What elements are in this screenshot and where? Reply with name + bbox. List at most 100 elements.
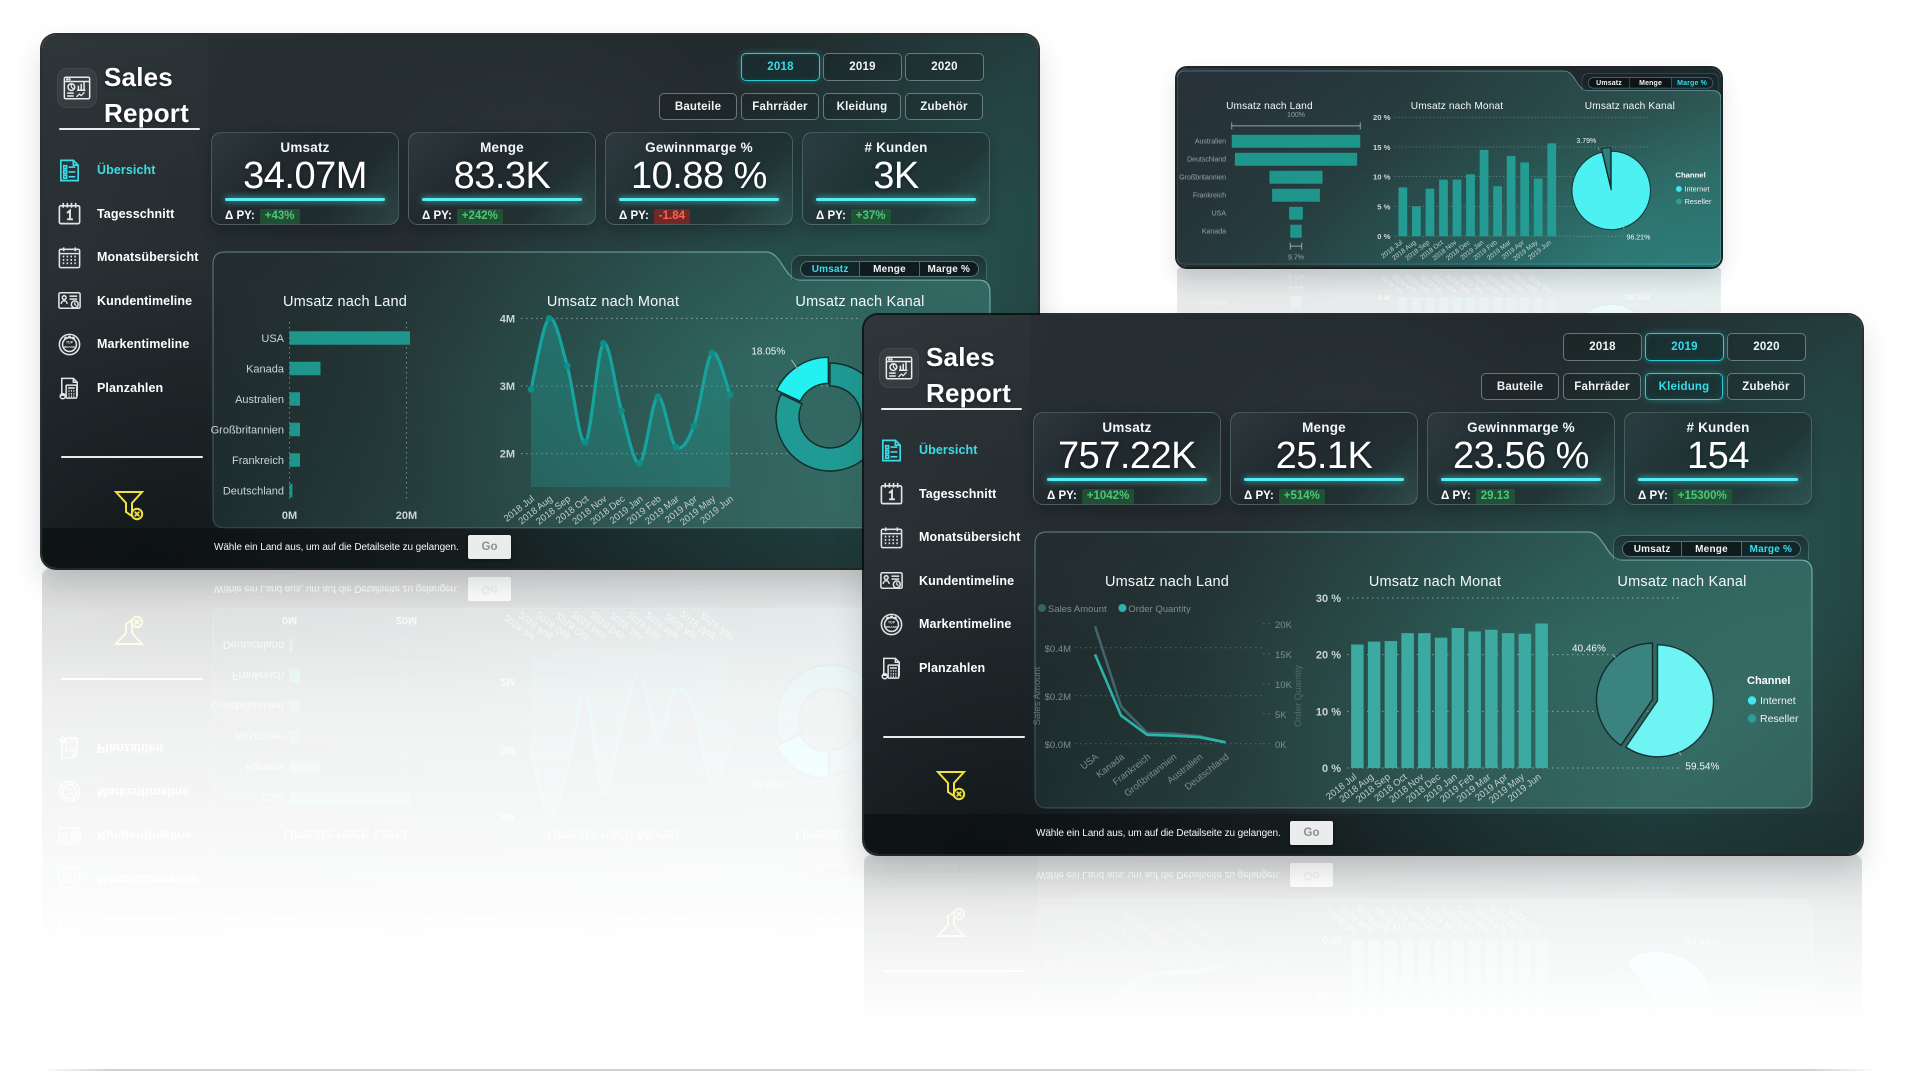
slice-internet[interactable] [775, 356, 829, 403]
sidebar-item-monats-bersicht[interactable]: Monatsübersicht [878, 520, 1028, 554]
sidebar-item-kundentimeline[interactable]: Kundentimeline [56, 284, 206, 318]
category-button-zubeh-r[interactable]: Zubehör [905, 93, 983, 120]
kpi-value: 25.1K [1275, 435, 1373, 477]
category-button-fahrr-der[interactable]: Fahrräder [1563, 373, 1641, 400]
category-button-fahrr-der[interactable]: Fahrräder [741, 93, 819, 120]
sidebar-item-markentimeline[interactable]: TOP BRAND Markentimeline [878, 607, 1028, 641]
slice-reseller[interactable] [1595, 642, 1654, 747]
chart-shape [890, 669, 897, 677]
sidebar-item-bersicht[interactable]: Übersicht [56, 153, 206, 187]
chart-donut[interactable]: Umsatz nach Kanal 18.05% [751, 294, 924, 472]
chart-label: 5 % [1377, 202, 1390, 211]
kpi-card-menge: Menge 83.3K Δ PY: +242% [408, 132, 596, 225]
sidebar-item-monats-bersicht[interactable]: Monatsübersicht [56, 240, 206, 274]
point-2018-oct [581, 438, 589, 446]
category-button-zubeh-r[interactable]: Zubehör [1727, 373, 1805, 400]
slice-label-internet: 96.21% [1627, 234, 1651, 241]
sidebar-item-planzahlen[interactable]: Planzahlen [56, 371, 206, 405]
sidebar-item-bersicht[interactable]: Übersicht [878, 433, 1028, 467]
chart-dot [893, 616, 897, 620]
category-button-bauteile[interactable]: Bauteile [1481, 373, 1559, 400]
chart-bar[interactable]: Umsatz nach Land 0M 20M USA Kanada Australien… [211, 294, 418, 522]
chart-label: 0M [282, 510, 297, 522]
slice-reseller[interactable] [1600, 147, 1612, 187]
svg-text:9.7%: 9.7% [1288, 273, 1304, 280]
point-2019-may [708, 349, 716, 357]
slice-label-reseller: 40.46% [1572, 643, 1606, 654]
chart-rect [62, 169, 68, 174]
funnel-clear-icon[interactable] [934, 767, 968, 803]
sidebar-item-tagesschnitt[interactable]: Tagesschnitt [878, 477, 1028, 511]
svg-text:0 %: 0 % [1377, 293, 1390, 302]
funnel-clear-icon[interactable] [112, 487, 146, 523]
kpi-delta-label: Δ PY: [619, 210, 649, 222]
funnel-bar-kanada [1290, 224, 1302, 238]
sidebar-item-kundentimeline[interactable]: Kundentimeline [878, 564, 1028, 598]
chart-label: Umsatz nach Monat [1369, 574, 1501, 590]
svg-text:2019 Feb: 2019 Feb [625, 609, 663, 642]
category-button-kleidung[interactable]: Kleidung [823, 93, 901, 120]
svg-text:Großbritannien: Großbritannien [211, 700, 284, 712]
tab-umsatz[interactable]: Umsatz [801, 262, 860, 276]
year-button-2018[interactable]: 2018 [741, 53, 820, 81]
legend-swatch-internet [1675, 186, 1682, 192]
bar-2018-aug [1367, 641, 1381, 768]
year-button-2019[interactable]: 2019 [823, 53, 902, 81]
point-2018-dec [618, 407, 625, 415]
go-button[interactable]: Go [1290, 821, 1333, 845]
slice-internet[interactable] [1571, 150, 1651, 231]
chart-dot [880, 613, 903, 636]
tab-umsatz[interactable]: Umsatz [1596, 79, 1622, 87]
tab-menge[interactable]: Menge [859, 262, 918, 276]
bar-2019-jan [1479, 149, 1489, 237]
sidebar-item-tagesschnitt[interactable]: Tagesschnitt [56, 197, 206, 231]
sidebar-item-planzahlen[interactable]: Planzahlen [878, 651, 1028, 685]
category-button-kleidung[interactable]: Kleidung [1645, 373, 1723, 400]
svg-text:2M: 2M [500, 675, 515, 687]
slice-internet[interactable] [1624, 644, 1715, 758]
year-button-2018[interactable]: 2018 [1563, 333, 1642, 361]
chart-shape [74, 302, 77, 307]
category-button-bauteile[interactable]: Bauteile [659, 93, 737, 120]
chart-label: Reseller [1685, 197, 1712, 206]
sidebar-item-markentimeline[interactable]: TOP BRAND Markentimeline [56, 327, 206, 361]
chart-container: Umsatz nach Land Sales Amount Order Quanti… [1032, 531, 1813, 809]
year-button-2019[interactable]: 2019 [1645, 333, 1724, 361]
svg-text:20 %: 20 % [1316, 1046, 1341, 1058]
kpi-card-umsatz: Umsatz 757.22K Δ PY: +1042% [1033, 412, 1221, 505]
chart-label: Reseller [1760, 713, 1799, 725]
point-2019-mar [672, 443, 680, 451]
tab-menge[interactable]: Menge [1629, 78, 1671, 88]
chart-shape [72, 377, 78, 383]
tab-marge[interactable]: Marge % [918, 262, 978, 276]
tab-umsatz[interactable]: Umsatz [1633, 543, 1671, 555]
scaled-chart-crop: Umsatz nach Land 100% Australien Deutschlan… [1177, 70, 1721, 265]
bar-2018-sep [1384, 641, 1398, 768]
bar-2019-feb [1468, 631, 1481, 768]
chart-pie[interactable]: Umsatz nach Kanal 59.54% 40.46% Channel Inte… [1572, 574, 1799, 772]
chart-label: TOP [888, 620, 896, 624]
chart-rect [63, 76, 91, 100]
chart-label: Großbritannien [211, 424, 284, 436]
chart-pie[interactable]: Umsatz nach Kanal 96.21% 3.79% Channel Inter… [1571, 101, 1712, 242]
app-title-line2: Report [104, 98, 189, 128]
go-button[interactable]: Go [468, 535, 511, 559]
year-button-2020[interactable]: 2020 [905, 53, 984, 81]
kpi-card-umsatz: Umsatz 34.07M Δ PY: +43% [211, 132, 399, 225]
tab-marge[interactable]: Marge % [1670, 78, 1713, 88]
day-calendar-icon [56, 200, 83, 227]
chart-label: 3M [500, 381, 515, 393]
bar-usa [289, 331, 411, 345]
svg-text:2019 May: 2019 May [678, 608, 718, 643]
customer-timeline-icon [56, 287, 83, 314]
tab-menge[interactable]: Menge [1681, 542, 1740, 556]
chart-rect [880, 528, 903, 549]
svg-text:BRAND: BRAND [64, 787, 76, 791]
chart-shape [1598, 147, 1600, 150]
year-button-2020[interactable]: 2020 [1727, 333, 1806, 361]
tab-marge[interactable]: Marge % [1740, 542, 1800, 556]
